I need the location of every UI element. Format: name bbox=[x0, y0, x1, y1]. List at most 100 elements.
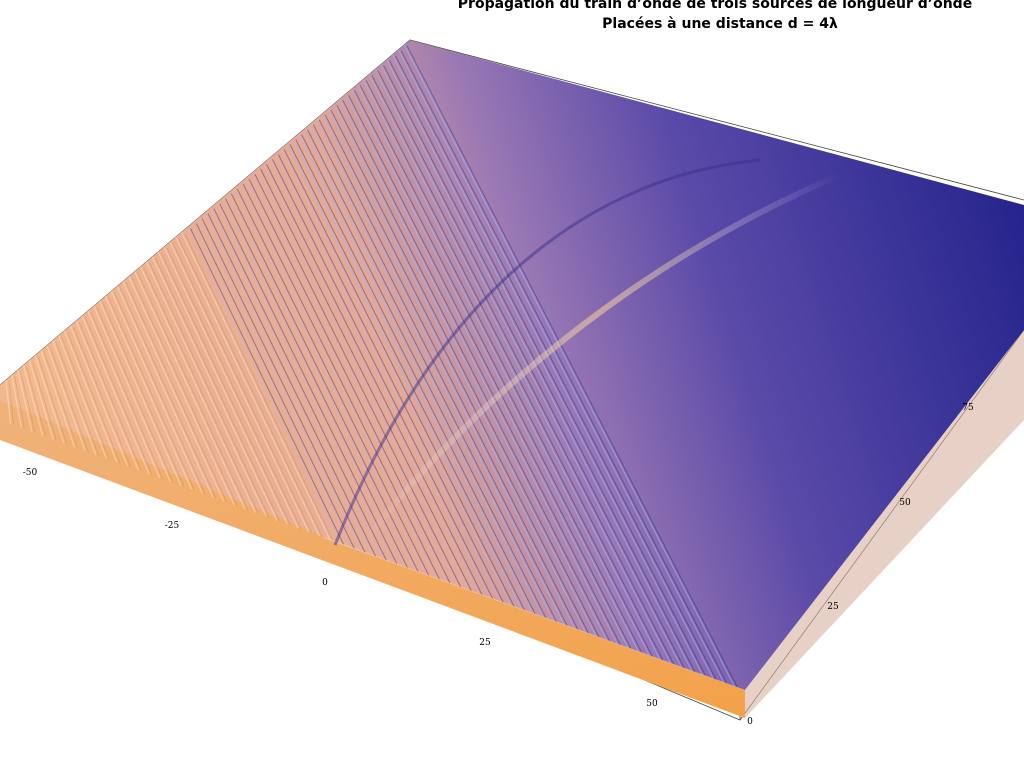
ridge-shadow bbox=[96, 306, 174, 483]
ridge bbox=[140, 266, 256, 513]
y-axis: 0 25 50 75 bbox=[747, 403, 974, 727]
ridge bbox=[239, 182, 437, 579]
ridge bbox=[356, 84, 650, 656]
ridge-shadow bbox=[25, 366, 47, 437]
ridge-shadow bbox=[289, 144, 525, 611]
ridge-shadow bbox=[37, 356, 68, 445]
ridge-shadow bbox=[131, 277, 238, 507]
ridge-shadow bbox=[336, 104, 611, 642]
ridge-shadow bbox=[148, 262, 270, 518]
ridge-shadow bbox=[184, 232, 334, 541]
ridge bbox=[151, 256, 278, 521]
x-tick-label: 0 bbox=[322, 578, 328, 588]
surface bbox=[0, 40, 1024, 690]
ridge-shadow bbox=[242, 183, 440, 580]
ridge-shadow bbox=[160, 252, 291, 526]
title-line-1: Propagation du train d’onde de trois sou… bbox=[458, 0, 972, 12]
ridge bbox=[403, 44, 735, 687]
ridge bbox=[292, 138, 533, 614]
ridge bbox=[69, 325, 129, 467]
ridge-shadow bbox=[295, 139, 536, 615]
ridge bbox=[304, 128, 554, 621]
ridge bbox=[81, 315, 150, 475]
ridge-shadow bbox=[406, 45, 738, 688]
ridge bbox=[163, 246, 299, 529]
wavefront bbox=[333, 158, 761, 546]
ridge bbox=[286, 143, 523, 610]
ridge bbox=[216, 202, 395, 563]
ridge bbox=[257, 167, 469, 590]
ridge-shadow bbox=[43, 351, 78, 449]
ridge-shadow bbox=[248, 178, 451, 584]
ridge bbox=[157, 251, 288, 525]
ridge-shadow bbox=[383, 65, 696, 672]
y-tick-label: 50 bbox=[899, 498, 911, 508]
ridge-shadow bbox=[119, 287, 217, 499]
ridge-shadow bbox=[353, 90, 643, 653]
ridge-shadow bbox=[8, 381, 15, 425]
ridge-shadow bbox=[78, 321, 142, 472]
ridge-shadow bbox=[61, 336, 110, 460]
ridge bbox=[58, 335, 107, 459]
ridge bbox=[233, 187, 427, 575]
ridge bbox=[128, 276, 235, 506]
ridge bbox=[315, 118, 576, 629]
ridge bbox=[16, 370, 33, 432]
ridge bbox=[134, 271, 246, 509]
ridge bbox=[181, 231, 331, 540]
ridge bbox=[46, 345, 86, 452]
y-tick-label: 25 bbox=[827, 602, 839, 612]
y-tick-label: 0 bbox=[747, 717, 753, 727]
ridge-shadow bbox=[271, 159, 494, 599]
x-tick-label: -50 bbox=[23, 468, 38, 478]
ridge-shadow bbox=[219, 203, 398, 564]
ridge-shadow bbox=[178, 237, 323, 537]
surface-side bbox=[745, 330, 1024, 718]
ridge bbox=[99, 300, 182, 486]
ridge bbox=[93, 305, 171, 482]
ridge-shadow bbox=[137, 272, 249, 510]
ridge bbox=[362, 79, 661, 660]
ridge-shadow bbox=[371, 75, 674, 665]
ridge-shadow bbox=[359, 85, 653, 657]
ridge-shadow bbox=[195, 223, 355, 549]
ridge-shadow bbox=[14, 376, 25, 429]
ridge bbox=[368, 74, 672, 664]
ridge-shadow bbox=[236, 188, 430, 576]
ridge bbox=[122, 281, 225, 502]
ridge bbox=[40, 350, 76, 448]
ridge-shadow bbox=[342, 99, 621, 645]
ridge-shadow bbox=[213, 208, 387, 561]
ridge-shadow bbox=[143, 267, 259, 514]
ridge-shadow bbox=[107, 297, 196, 491]
ridge bbox=[345, 93, 629, 648]
ridge bbox=[11, 375, 22, 428]
ridge-shadow bbox=[225, 198, 408, 568]
wave-ridges bbox=[5, 44, 738, 688]
ridge-shadow bbox=[66, 331, 121, 464]
x-tick-label: 25 bbox=[479, 638, 491, 648]
ridge bbox=[204, 212, 374, 556]
ridge bbox=[274, 153, 501, 602]
ridge bbox=[110, 291, 203, 494]
ridge bbox=[397, 49, 725, 683]
ridge bbox=[5, 380, 12, 424]
ridge bbox=[186, 227, 342, 544]
ridge bbox=[339, 98, 618, 644]
ridge bbox=[327, 108, 597, 637]
ridge bbox=[350, 89, 640, 652]
ridge-shadow bbox=[31, 361, 57, 441]
ridge-shadow bbox=[201, 218, 366, 553]
ridge bbox=[22, 365, 44, 436]
ridge bbox=[391, 54, 714, 679]
ridge bbox=[34, 355, 65, 444]
ridge bbox=[380, 64, 693, 671]
ridge-shadow bbox=[90, 311, 164, 480]
ridge-shadow bbox=[189, 228, 345, 545]
ridge bbox=[321, 113, 586, 633]
ridge bbox=[104, 296, 193, 490]
ridge bbox=[268, 158, 491, 598]
ridge-shadow bbox=[260, 168, 472, 591]
ridge bbox=[386, 59, 703, 675]
ridge-shadow bbox=[254, 173, 462, 588]
